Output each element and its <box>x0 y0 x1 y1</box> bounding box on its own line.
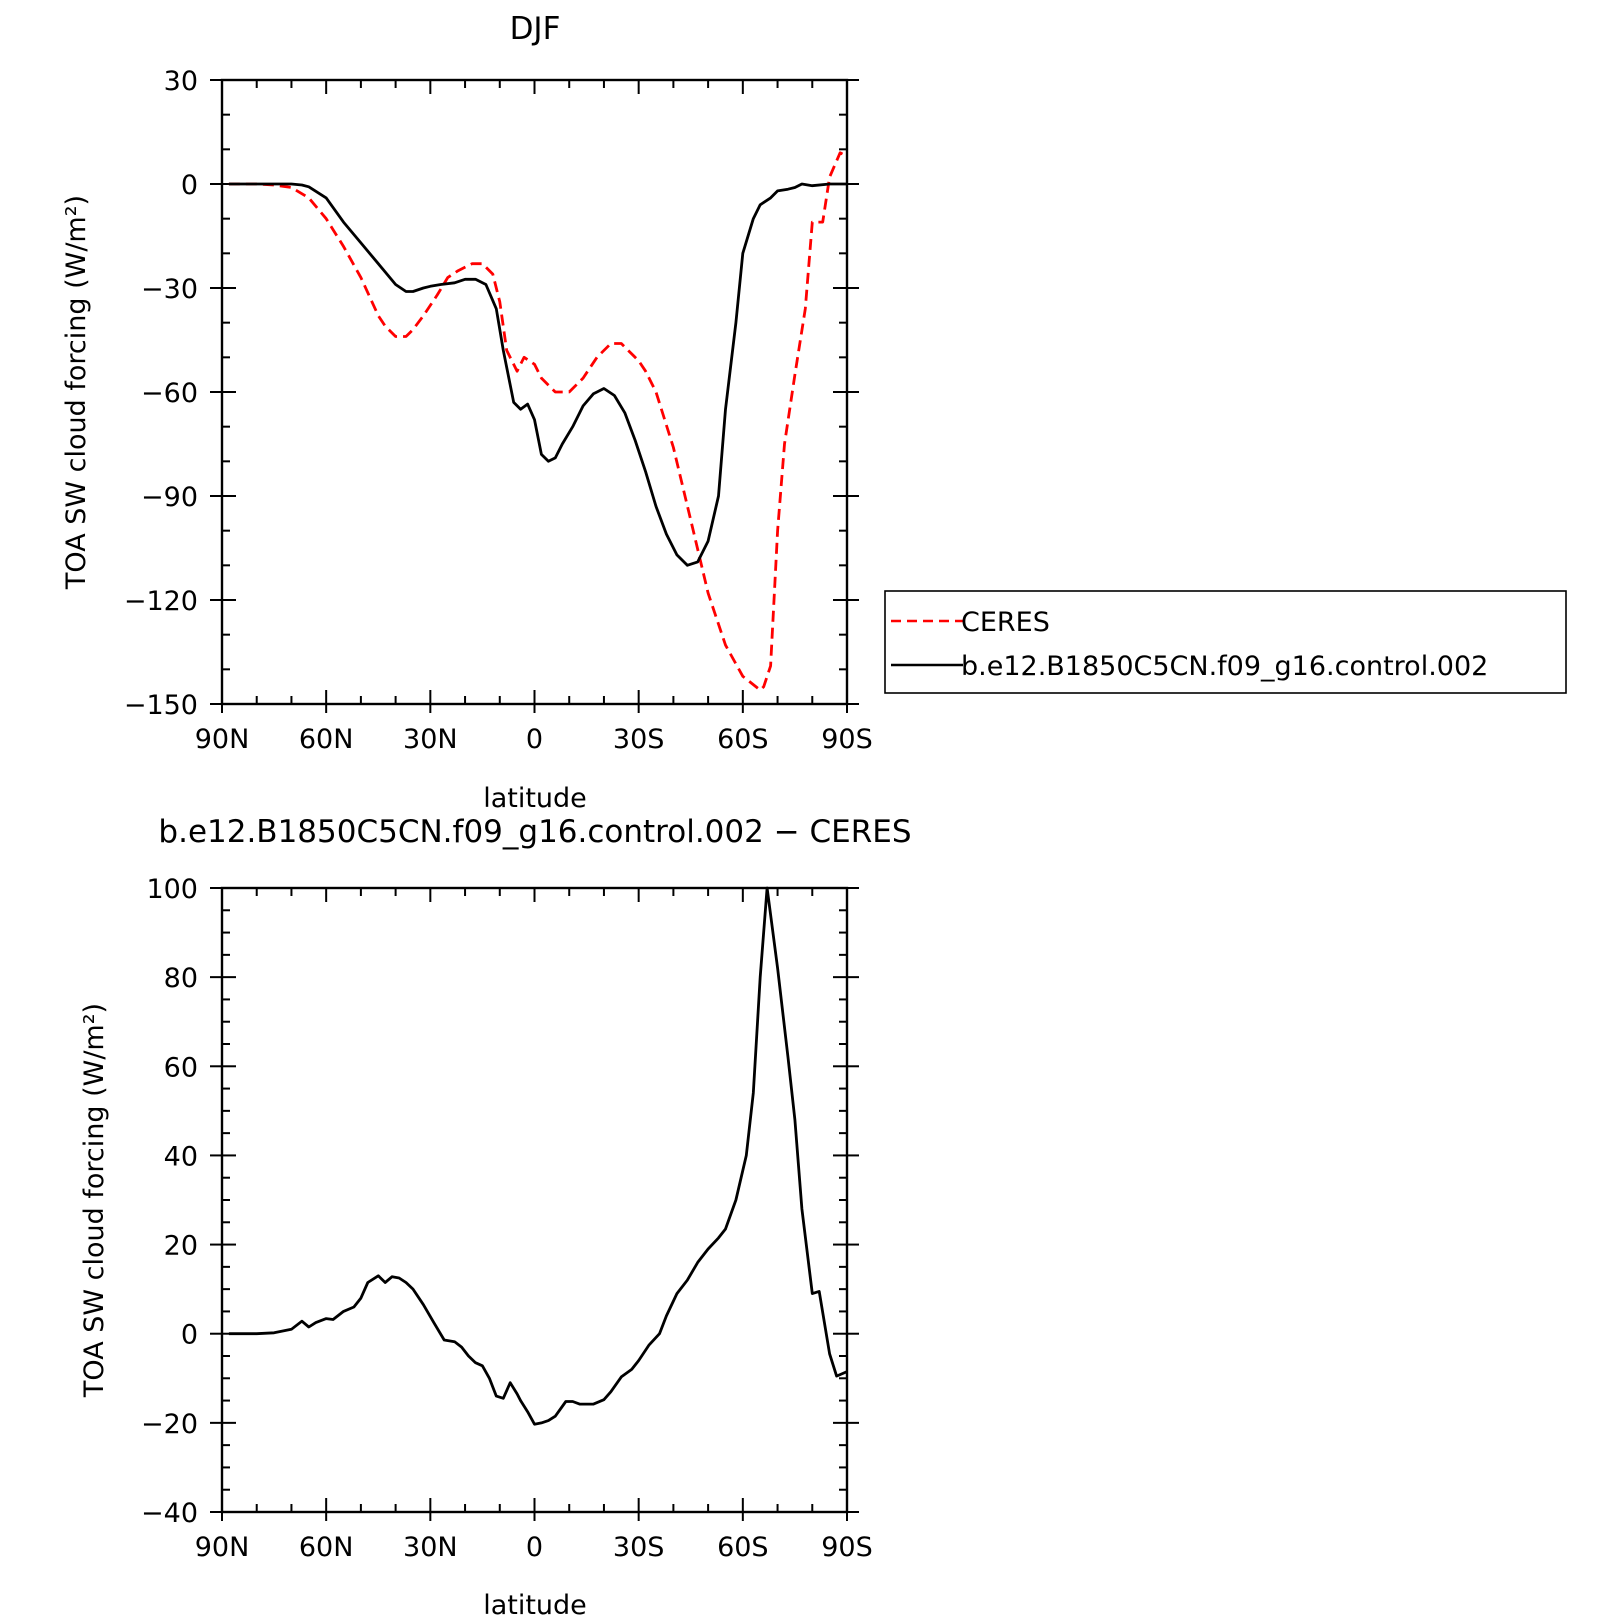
top-y-tick-label: 30 <box>164 66 198 97</box>
bottom-y-tick-label: −20 <box>141 1409 198 1440</box>
bottom-panel: b.e12.B1850C5CN.f09_g16.control.002 − CE… <box>79 814 912 1619</box>
legend-label-model: b.e12.B1850C5CN.f09_g16.control.002 <box>961 651 1488 682</box>
bottom-y-tick-label: 40 <box>164 1141 198 1172</box>
top-x-tick-label: 0 <box>526 724 543 755</box>
top-x-tick-labels: 90N 60N 30N 0 30S 60S 90S <box>195 724 873 755</box>
top-x-tick-label: 60S <box>717 724 769 755</box>
legend-box <box>884 590 1567 694</box>
top-title: DJF <box>510 11 561 47</box>
bottom-plot-frame <box>220 886 849 1514</box>
bottom-x-tick-label: 30N <box>403 1532 458 1563</box>
bottom-x-axis-label: latitude <box>483 1590 587 1619</box>
bottom-y-tick-label: 20 <box>164 1231 198 1262</box>
bottom-series <box>228 886 848 1426</box>
bottom-x-tick-label: 90S <box>821 1532 873 1563</box>
bottom-x-tick-label: 90N <box>195 1532 250 1563</box>
top-y-tick-label: −120 <box>124 586 198 617</box>
top-legend: CERES b.e12.B1850C5CN.f09_g16.control.00… <box>884 590 1567 694</box>
bottom-y-tick-label: −40 <box>141 1498 198 1529</box>
top-x-tick-label: 30S <box>613 724 665 755</box>
bottom-x-tick-label: 30S <box>613 1532 665 1563</box>
top-y-axis-label: TOA SW cloud forcing (W/m²) <box>61 195 92 590</box>
top-x-axis-label: latitude <box>483 783 587 814</box>
top-y-tick-label: −30 <box>141 274 198 305</box>
bottom-y-axis-label: TOA SW cloud forcing (W/m²) <box>79 1003 110 1398</box>
top-x-tick-label: 90N <box>195 724 250 755</box>
top-axis-ticks <box>210 79 859 713</box>
top-x-tick-label: 60N <box>299 724 354 755</box>
top-y-tick-labels: 30 0 −30 −60 −90 −120 −150 <box>124 66 198 721</box>
bottom-x-tick-label: 60S <box>717 1532 769 1563</box>
top-series-line-ceres <box>228 151 848 692</box>
bottom-x-tick-label: 0 <box>526 1532 543 1563</box>
top-panel: DJF 30 0 −30 −60 −90 −120 −150 90N 60N 30N 0 30S 60… <box>61 11 1567 814</box>
top-series-line-model <box>228 182 847 567</box>
bottom-y-tick-label: 60 <box>164 1052 198 1083</box>
bottom-y-tick-label: 0 <box>181 1320 198 1351</box>
top-x-tick-label: 30N <box>403 724 458 755</box>
bottom-x-tick-label: 60N <box>299 1532 354 1563</box>
bottom-y-tick-labels: 100 80 60 40 20 0 −20 −40 <box>141 874 198 1529</box>
legend-label-ceres: CERES <box>961 607 1050 638</box>
top-y-tick-label: −90 <box>141 482 198 513</box>
bottom-series-line-model <box>228 886 848 1426</box>
top-plot-frame <box>220 78 849 706</box>
bottom-title: b.e12.B1850C5CN.f09_g16.control.002 − CE… <box>158 814 911 850</box>
top-y-tick-label: 0 <box>181 170 198 201</box>
top-y-tick-label: −150 <box>124 690 198 721</box>
bottom-x-tick-labels: 90N 60N 30N 0 30S 60S 90S <box>195 1532 873 1563</box>
top-y-tick-label: −60 <box>141 378 198 409</box>
top-x-tick-label: 90S <box>821 724 873 755</box>
bottom-axis-ticks <box>210 887 859 1521</box>
bottom-y-tick-label: 100 <box>146 874 198 905</box>
top-series <box>228 151 848 692</box>
bottom-y-tick-label: 80 <box>164 963 198 994</box>
